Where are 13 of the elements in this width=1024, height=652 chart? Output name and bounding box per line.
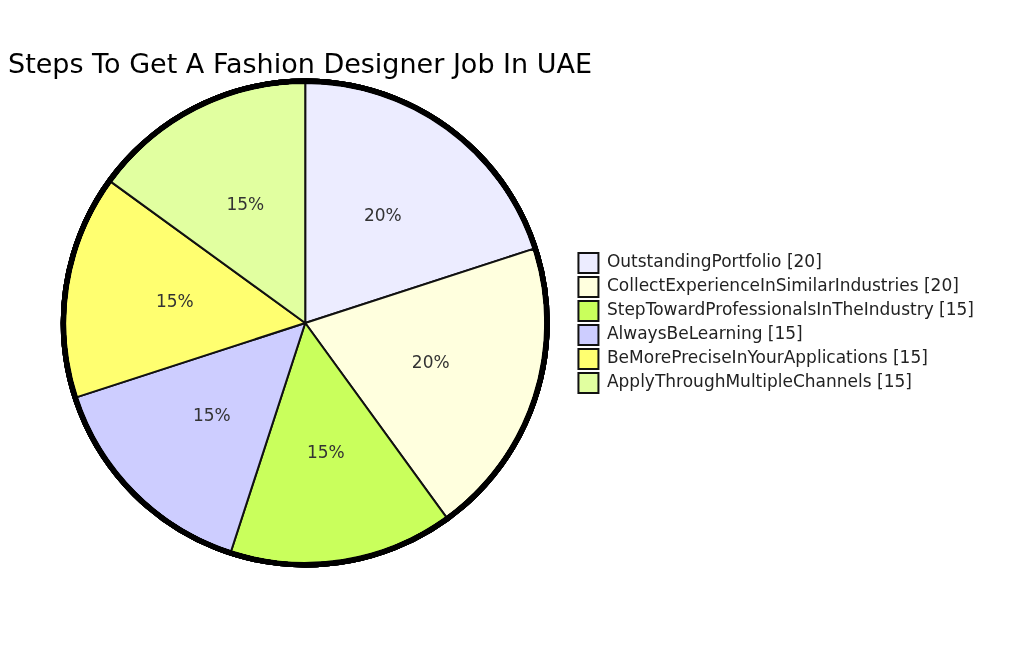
data-label: 15% xyxy=(155,290,194,311)
data-label: 15% xyxy=(306,441,345,462)
legend-label: AlwaysBeLearning [15] xyxy=(606,323,803,344)
data-label: 15% xyxy=(226,193,265,214)
legend-label: CollectExperienceInSimilarIndustries [20] xyxy=(606,275,959,296)
legend-label: OutstandingPortfolio [20] xyxy=(606,251,822,272)
data-label: 20% xyxy=(363,204,402,225)
data-label: 15% xyxy=(192,404,231,425)
legend-label: ApplyThroughMultipleChannels [15] xyxy=(606,371,912,392)
chart-title: Steps To Get A Fashion Designer Job In UAE xyxy=(8,48,593,79)
legend-label: StepTowardProfessionalsInTheIndustry [15] xyxy=(606,299,974,320)
data-label: 20% xyxy=(411,352,450,373)
legend-label: BeMorePreciseInYourApplications [15] xyxy=(606,347,928,368)
